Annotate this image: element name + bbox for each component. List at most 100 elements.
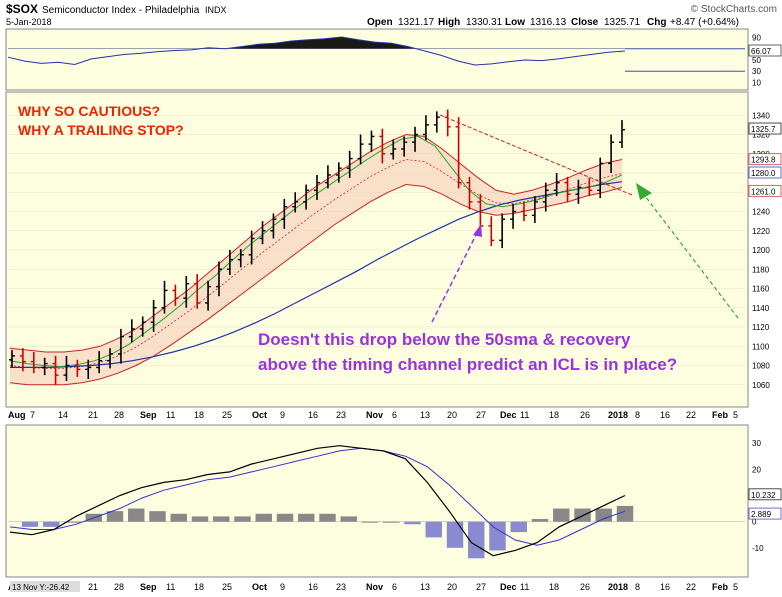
ohlc-bar <box>270 213 277 239</box>
macd-histogram-bar <box>425 521 442 538</box>
macd-value-label: 2.889 <box>751 510 772 519</box>
macd-histogram-bar <box>383 521 400 523</box>
rsi-tick-label: 30 <box>752 67 761 76</box>
macd-tick-label: 30 <box>752 439 761 448</box>
macd-value-box <box>748 507 782 520</box>
ohlc-bar <box>52 355 59 385</box>
chg-value: +8.47 (+0.64%) <box>670 17 739 28</box>
price-x-label: 27 <box>476 410 486 420</box>
ohlc-bar <box>248 230 255 265</box>
macd-histogram-bar <box>446 521 464 548</box>
ohlc-bar <box>183 275 190 308</box>
macd-x-label: Nov <box>366 582 383 592</box>
arrow-green-head <box>636 183 652 200</box>
macd-x-label: 22 <box>686 582 696 592</box>
price-label-box <box>748 166 782 179</box>
macd-x-label: Sep <box>140 582 157 592</box>
macd-x-label: 23 <box>336 582 346 592</box>
ohlc-bar <box>128 319 135 343</box>
macd-tick-label: 20 <box>752 465 761 474</box>
price-tick-label: 1140 <box>752 304 770 313</box>
price-x-label: 26 <box>580 410 590 420</box>
macd-x-label: 21 <box>88 582 98 592</box>
price-x-label: 16 <box>308 410 318 420</box>
price-label-text: 1293.8 <box>751 156 776 165</box>
ohlc-bar <box>357 134 364 165</box>
price-x-label: 11 <box>166 410 175 420</box>
ohlc-bar <box>63 355 70 381</box>
annotation-why-trailing-stop: WHY A TRAILING STOP? <box>18 122 184 138</box>
annotation-note-line2: above the timing channel predict an ICL … <box>258 355 677 374</box>
price-x-label: 23 <box>336 410 346 420</box>
macd-x-label: 13 <box>420 582 430 592</box>
arrow-purple-head <box>473 224 482 237</box>
macd-histogram-bar <box>21 521 39 527</box>
price-tick-label: 1120 <box>752 323 770 332</box>
ohlc-bar <box>324 165 331 189</box>
price-x-label: 2018 <box>608 410 628 420</box>
macd-histogram-bar <box>595 508 612 522</box>
macd-x-label: Feb <box>712 582 729 592</box>
ohlc-bar <box>422 115 429 141</box>
ohlc-bar <box>564 176 571 202</box>
macd-histogram-bar <box>319 513 336 522</box>
cursor-readout-label: 13 Nov Y:-26.42 <box>12 583 70 592</box>
price-x-label: 9 <box>280 410 285 420</box>
ohlc-bar <box>619 120 625 148</box>
ohlc-bar <box>19 348 26 372</box>
ohlc-bar <box>150 300 157 332</box>
rsi-tick-label: 50 <box>752 56 761 65</box>
macd-histogram-bar <box>64 521 81 523</box>
annotation-note-line1: Doesn't this drop below the 50sma & reco… <box>258 330 631 349</box>
price-x-label: 6 <box>392 410 397 420</box>
macd-histogram-bar <box>340 516 357 522</box>
rsi-line <box>7 36 626 66</box>
price-x-label: 13 <box>420 410 430 420</box>
ohlc-bar <box>412 126 419 152</box>
price-x-label: 5 <box>733 410 738 420</box>
price-x-label: 16 <box>660 410 670 420</box>
sma50-line <box>10 181 623 368</box>
ohlc-bar <box>433 111 440 133</box>
price-x-label: Sep <box>140 410 157 420</box>
rsi-layer: 907050301066.07 <box>7 34 782 87</box>
ohlc-bar <box>553 173 560 197</box>
macd-histogram-bar <box>489 521 506 551</box>
rsi-tick-label: 10 <box>752 78 761 87</box>
macd-histogram-bar <box>234 516 251 522</box>
price-x-label: Nov <box>366 410 383 420</box>
macd-line <box>9 445 626 557</box>
open-value: 1321.17 <box>398 17 435 28</box>
price-tick-label: 1320 <box>752 131 770 140</box>
annotation-why-cautious: WHY SO CAUTIOUS? <box>18 103 160 119</box>
ohlc-bar <box>346 150 353 178</box>
ohlc-bar <box>314 174 320 200</box>
quote-line: Open 1321.17 High 1330.31 Low 1316.13 Cl… <box>367 17 739 28</box>
trend-line-downtrend <box>439 114 633 196</box>
arrow-purple-shaft <box>431 230 479 323</box>
price-x-label: 11 <box>520 410 529 420</box>
macd-x-label: 28 <box>114 582 124 592</box>
macd-x-label: 25 <box>222 582 232 592</box>
macd-x-label: Dec <box>500 582 517 592</box>
macd-x-label: 26 <box>580 582 590 592</box>
price-tick-label: 1100 <box>752 342 770 351</box>
timing-channel-lower <box>9 183 623 386</box>
price-x-label: 18 <box>194 410 204 420</box>
price-label-badge: 1261.0 <box>748 184 782 197</box>
macd-x-label: 11 <box>166 582 175 592</box>
ohlc-bar <box>139 316 146 337</box>
ohlc-bar <box>466 176 473 210</box>
price-x-label: 21 <box>88 410 98 420</box>
price-label-box <box>748 184 782 197</box>
ohlc-bar <box>96 351 103 374</box>
ohlc-bar <box>194 274 201 309</box>
price-label-badge: 1280.0 <box>748 166 782 179</box>
ohlc-bar <box>259 221 266 245</box>
price-label-box <box>748 122 782 135</box>
ohlc-bar <box>586 177 593 197</box>
ohlc-bar <box>30 352 37 374</box>
ohlc-bar <box>172 284 179 306</box>
price-x-label: 20 <box>447 410 457 420</box>
ohlc-bar <box>226 250 233 276</box>
